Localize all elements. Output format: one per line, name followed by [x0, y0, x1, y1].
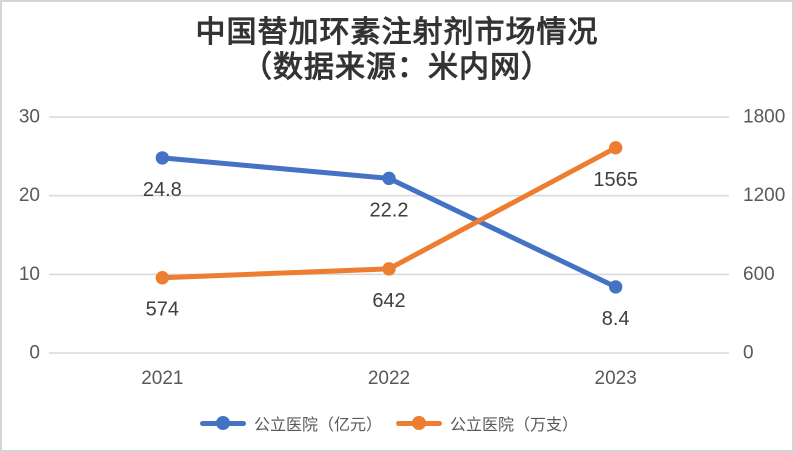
y-axis-right-tick-label: 600 — [743, 264, 775, 285]
legend-dot-icon — [215, 416, 230, 430]
data-point — [608, 280, 623, 294]
legend-marker-orange-line-dot-icon — [396, 416, 442, 430]
data-label: 8.4 — [602, 308, 630, 330]
data-label: 24.8 — [143, 179, 182, 201]
data-label: 1565 — [593, 169, 638, 191]
chart-title-line1: 中国替加环素注射剂市场情况 — [195, 16, 599, 49]
legend-label: 公立医院（万支） — [450, 417, 579, 434]
data-point — [608, 141, 623, 155]
data-label: 642 — [372, 290, 405, 312]
data-point — [382, 171, 396, 186]
legend-label: 公立医院（亿元） — [253, 417, 382, 434]
legend-item-public-hospital-yiyuan: 公立医院（亿元） — [199, 411, 382, 435]
y-axis-left-tick-label: 30 — [19, 107, 40, 128]
data-point — [155, 271, 170, 285]
legend-item-public-hospital-wanzhi: 公立医院（万支） — [396, 411, 578, 435]
y-axis-right-tick-label: 1800 — [743, 107, 785, 128]
chart-legend: 公立医院（亿元） 公立医院（万支） — [49, 408, 729, 438]
y-axis-left-tick-label: 0 — [29, 343, 40, 364]
data-label: 574 — [146, 299, 179, 321]
x-axis-tick-label: 2023 — [595, 368, 637, 389]
x-axis-tick-label: 2022 — [368, 368, 410, 389]
data-point — [155, 151, 170, 165]
y-axis-right-tick-label: 0 — [743, 343, 754, 364]
data-label: 22.2 — [370, 199, 409, 221]
y-axis-right-tick-label: 1200 — [743, 185, 785, 206]
chart-title-line2: （数据来源：米内网） — [242, 51, 552, 84]
legend-marker-blue-line-dot-icon — [199, 416, 246, 430]
y-axis-left-tick-label: 20 — [19, 185, 40, 206]
data-point — [382, 262, 396, 276]
legend-dot-icon — [412, 416, 426, 430]
chart-title: 中国替加环素注射剂市场情况 （数据来源：米内网） — [2, 15, 792, 85]
x-axis-tick-label: 2021 — [141, 368, 183, 389]
y-axis-left-tick-label: 10 — [19, 264, 40, 285]
